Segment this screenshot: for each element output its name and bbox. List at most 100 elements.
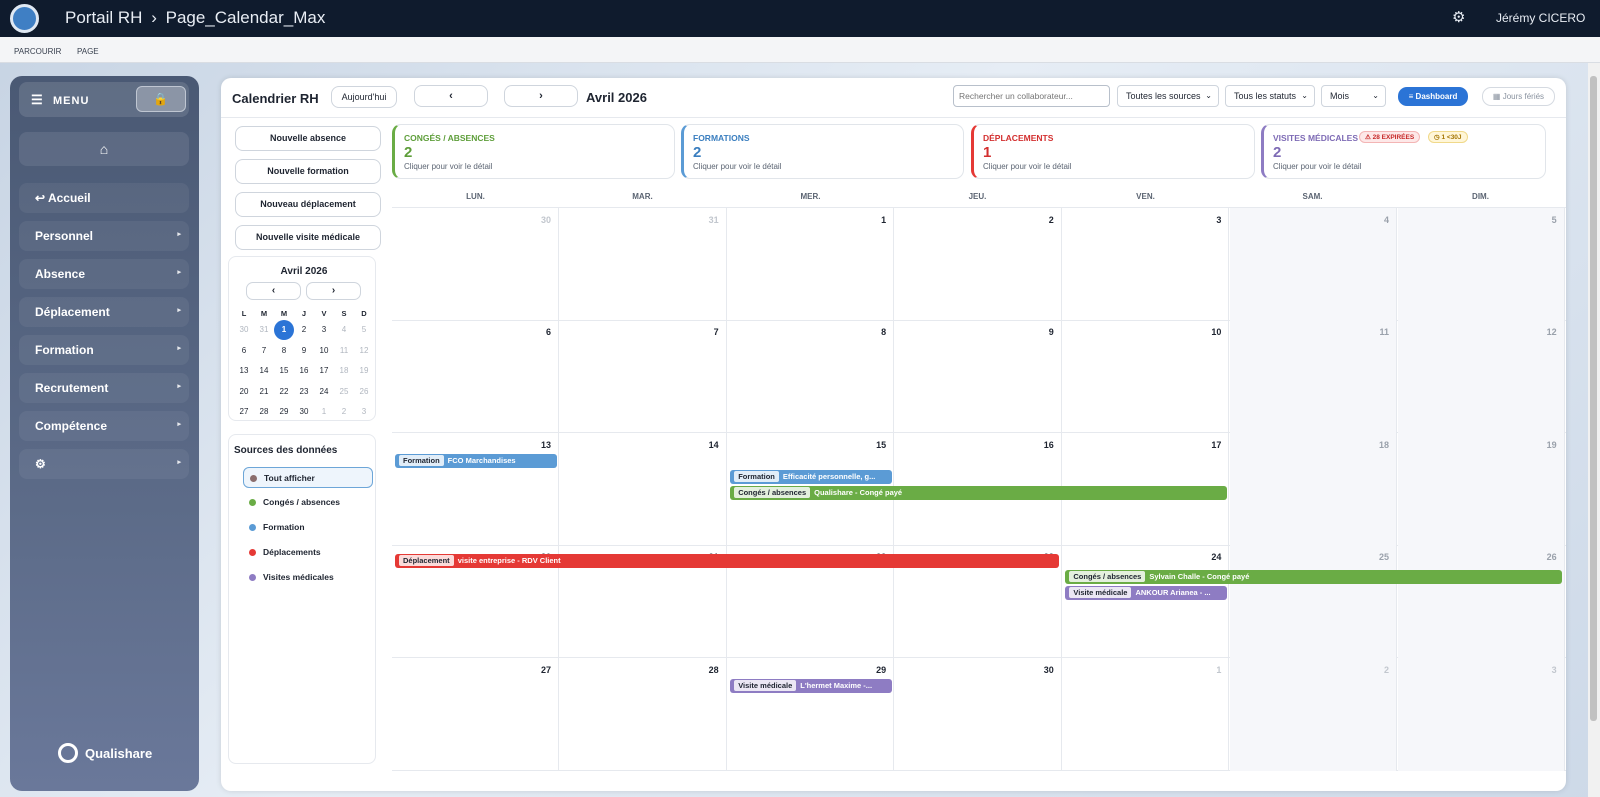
mini-day[interactable]: 21 [259,386,269,396]
mini-prev-button[interactable]: ‹ [246,282,301,300]
event-conges-challe[interactable]: Congés / absences Sylvain Challe - Congé … [1065,570,1563,585]
day-cell[interactable]: 2 [1230,657,1397,771]
new-training-button[interactable]: Nouvelle formation [235,159,381,184]
ribbon-tab-page[interactable]: PAGE [77,47,99,56]
mini-day[interactable]: 3 [321,325,327,334]
day-cell[interactable]: 29 [727,657,895,771]
user-name[interactable]: Jérémy CICERO [1496,11,1586,25]
dashboard-button[interactable]: ≡ Dashboard [1398,87,1468,106]
day-cell[interactable]: 10 [1062,320,1230,434]
day-cell[interactable]: 5 [1397,208,1565,321]
mini-day[interactable]: 31 [259,325,269,334]
sidebar-item-settings[interactable]: ⚙ ▸ [19,449,189,479]
card-deplacements[interactable]: DÉPLACEMENTS 1 Cliquer pour voir le déta… [971,124,1255,179]
mini-day[interactable]: 2 [341,407,347,416]
day-cell[interactable]: 12 [1397,320,1565,434]
mini-day[interactable]: 6 [241,345,247,355]
new-trip-button[interactable]: Nouveau déplacement [235,192,381,217]
sidebar-item-recrutement[interactable]: Recrutement ▸ [19,373,189,403]
mini-day[interactable]: 8 [281,345,287,355]
event-visite-ankour[interactable]: Visite médicale ANKOUR Arianea - ... [1065,586,1227,601]
mini-day[interactable]: 22 [279,386,289,396]
mini-day[interactable]: 13 [239,366,249,375]
mini-day[interactable]: 16 [299,366,309,375]
lock-icon[interactable]: 🔒 [136,86,186,112]
day-cell[interactable]: 27 [392,657,559,771]
day-cell[interactable]: 3 [1062,208,1230,321]
mini-next-button[interactable]: › [306,282,361,300]
day-cell[interactable]: 3 [1397,657,1565,771]
status-filter-select[interactable]: Tous les statuts ⌄ [1225,85,1315,107]
mini-day[interactable]: 1 [274,320,294,340]
mini-day[interactable]: 5 [361,325,367,334]
search-input[interactable] [953,85,1110,107]
mini-day[interactable]: 26 [359,386,369,396]
mini-day[interactable]: 29 [279,407,289,416]
card-visites[interactable]: VISITES MÉDICALES ⚠ 28 EXPIRÉES ◷ 1 <30J… [1261,124,1546,179]
mini-day[interactable]: 10 [319,345,329,355]
day-cell[interactable]: 2 [895,208,1062,321]
day-cell[interactable]: 18 [1230,432,1397,546]
mini-day[interactable]: 24 [319,386,329,396]
mini-day[interactable]: 28 [259,407,269,416]
ribbon-tab-parcourir[interactable]: PARCOURIR [14,47,62,56]
holidays-button[interactable]: ▦ Jours fériés [1482,87,1555,106]
event-formation-fco[interactable]: Formation FCO Marchandises [395,453,557,468]
sidebar-item-deplacement[interactable]: Déplacement ▸ [19,297,189,327]
source-deplacements[interactable]: Déplacements [243,542,373,563]
event-formation-efficacite[interactable]: Formation Efficacité personnelle, g... [730,469,892,484]
mini-day[interactable]: 20 [239,386,249,396]
mini-day[interactable]: 15 [279,366,289,375]
menu-toggle[interactable]: ☰ MENU 🔒 [19,82,189,117]
mini-day[interactable]: 1 [321,407,327,416]
next-month-button[interactable]: › [504,85,578,107]
sidebar-item-absence[interactable]: Absence ▸ [19,259,189,289]
day-cell[interactable]: 14 [560,432,727,546]
new-absence-button[interactable]: Nouvelle absence [235,126,381,151]
view-select[interactable]: Mois ⌄ [1321,85,1386,107]
mini-day[interactable]: 17 [319,366,329,375]
mini-day[interactable]: 27 [239,407,249,416]
mini-day[interactable]: 23 [299,386,309,396]
mini-day[interactable]: 19 [359,366,369,375]
today-button[interactable]: Aujourd'hui [331,86,397,108]
day-cell[interactable]: 7 [560,320,727,434]
day-cell[interactable]: 1 [727,208,895,321]
day-cell[interactable]: 9 [895,320,1062,434]
scrollbar-thumb[interactable] [1590,76,1597,721]
mini-day[interactable]: 9 [301,345,307,355]
mini-day[interactable]: 18 [339,366,349,375]
new-medical-visit-button[interactable]: Nouvelle visite médicale [235,225,381,250]
day-cell[interactable]: 1 [1062,657,1230,771]
source-formation[interactable]: Formation [243,517,373,538]
mini-day[interactable]: 3 [361,407,367,416]
app-title[interactable]: Portail RH [65,8,143,27]
day-cell[interactable]: 11 [1230,320,1397,434]
source-visites[interactable]: Visites médicales [243,567,373,588]
day-cell[interactable]: 30 [895,657,1062,771]
mini-day[interactable]: 14 [259,366,269,375]
event-visite-lhermet[interactable]: Visite médicale L'hermet Maxime -... [730,678,892,693]
card-conges[interactable]: CONGÉS / ABSENCES 2 Cliquer pour voir le… [392,124,675,179]
day-cell[interactable]: 24 [1062,545,1230,659]
mini-day[interactable]: 12 [359,345,369,355]
mini-day[interactable]: 25 [339,386,349,396]
mini-day[interactable]: 30 [239,325,249,334]
event-deplacement-rdv[interactable]: Déplacement visite entreprise - RDV Clien… [395,554,1060,569]
card-formations[interactable]: FORMATIONS 2 Cliquer pour voir le détail [681,124,964,179]
source-all[interactable]: Tout afficher [243,467,373,488]
day-cell[interactable]: 4 [1230,208,1397,321]
mini-day[interactable]: 11 [339,345,349,355]
mini-day[interactable]: 30 [299,407,309,416]
mini-day[interactable]: 2 [301,325,307,334]
settings-gear-icon[interactable]: ⚙ [1452,9,1466,26]
day-cell[interactable]: 26 [1397,545,1565,659]
sidebar-item-formation[interactable]: Formation ▸ [19,335,189,365]
source-conges[interactable]: Congés / absences [243,492,373,513]
mini-day[interactable]: 7 [261,345,267,355]
home-icon[interactable]: ⌂ [19,132,189,166]
mini-day[interactable]: 4 [341,325,347,334]
day-cell[interactable]: 28 [560,657,727,771]
day-cell[interactable]: 17 [1062,432,1230,546]
day-cell[interactable]: 30 [392,208,559,321]
